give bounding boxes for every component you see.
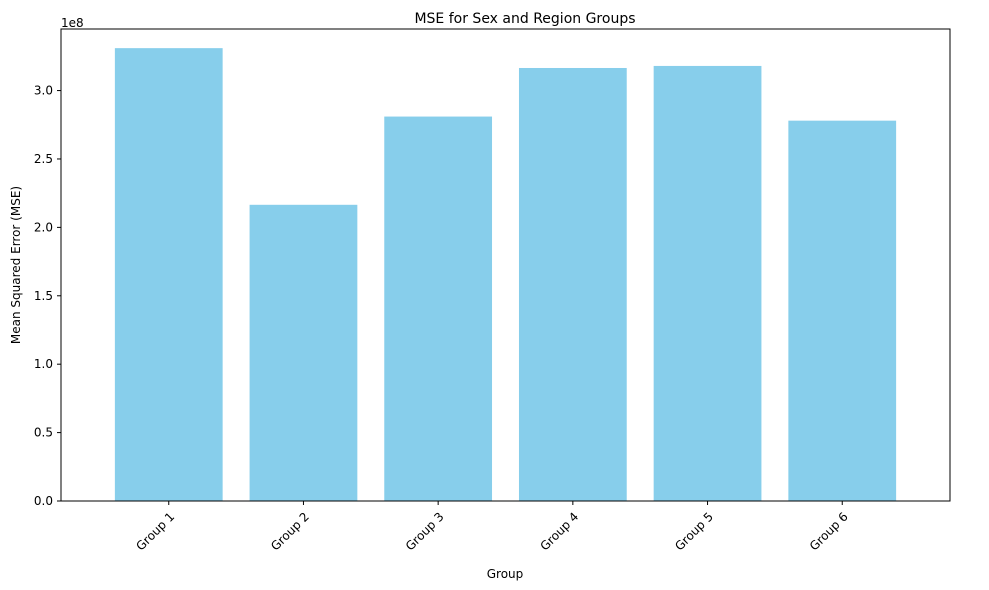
bar-group-6	[788, 120, 897, 501]
bar-group-5	[653, 65, 762, 501]
x-tick-label: Group 3	[403, 510, 447, 554]
x-tick-label: Group 6	[807, 510, 851, 554]
y-axis-multiplier: 1e8	[61, 16, 84, 30]
bar-group-2	[249, 204, 358, 502]
y-axis-label: Mean Squared Error (MSE)	[9, 186, 23, 344]
x-tick-label: Group 2	[268, 510, 312, 554]
y-tick-label: 2.0	[34, 220, 53, 234]
bars-group	[114, 48, 897, 502]
x-tick-label: Group 4	[538, 510, 582, 554]
plot-frame	[60, 28, 951, 502]
y-tick-label: 1.0	[34, 357, 53, 371]
chart-title: MSE for Sex and Region Groups	[414, 11, 635, 27]
y-tick-label: 0.5	[34, 426, 53, 440]
bar-group-3	[384, 116, 493, 501]
y-axis: 0.0 0.5 1.0 1.5 2.0 2.5 3.0	[34, 84, 61, 508]
y-tick-label: 3.0	[34, 84, 53, 98]
y-tick-label: 0.0	[34, 494, 53, 508]
y-tick-label: 1.5	[34, 289, 53, 303]
x-tick-label: Group 1	[133, 510, 177, 554]
bar-group-1	[114, 48, 223, 502]
x-axis-label: Group	[487, 567, 524, 581]
x-axis: Group 1 Group 2 Group 3 Group 4 Group 5 Group…	[133, 501, 851, 554]
x-tick-label: Group 5	[672, 510, 716, 554]
bar-group-4	[518, 67, 627, 502]
y-tick-label: 2.5	[34, 152, 53, 166]
